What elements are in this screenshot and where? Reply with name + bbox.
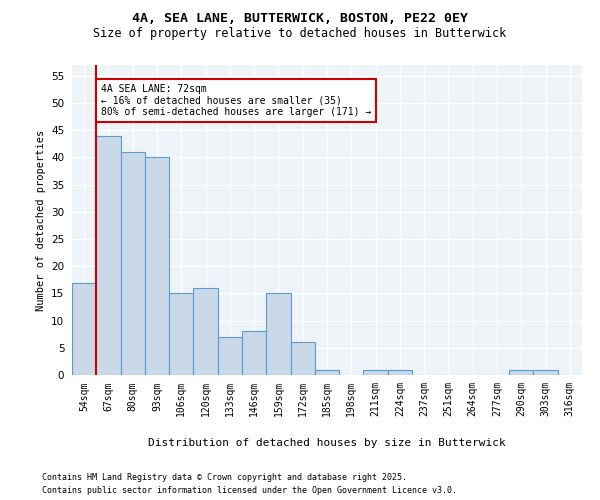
Bar bbox=[193, 288, 218, 375]
Bar bbox=[72, 282, 96, 375]
Text: Distribution of detached houses by size in Butterwick: Distribution of detached houses by size … bbox=[148, 438, 506, 448]
Bar bbox=[242, 332, 266, 375]
Text: Contains HM Land Registry data © Crown copyright and database right 2025.: Contains HM Land Registry data © Crown c… bbox=[42, 472, 407, 482]
Bar bbox=[169, 294, 193, 375]
Bar bbox=[218, 337, 242, 375]
Bar bbox=[315, 370, 339, 375]
Text: 4A SEA LANE: 72sqm
← 16% of detached houses are smaller (35)
80% of semi-detache: 4A SEA LANE: 72sqm ← 16% of detached hou… bbox=[101, 84, 371, 117]
Y-axis label: Number of detached properties: Number of detached properties bbox=[35, 130, 46, 310]
Bar bbox=[266, 294, 290, 375]
Bar bbox=[364, 370, 388, 375]
Text: Size of property relative to detached houses in Butterwick: Size of property relative to detached ho… bbox=[94, 28, 506, 40]
Bar bbox=[145, 158, 169, 375]
Bar bbox=[509, 370, 533, 375]
Text: Contains public sector information licensed under the Open Government Licence v3: Contains public sector information licen… bbox=[42, 486, 457, 495]
Text: 4A, SEA LANE, BUTTERWICK, BOSTON, PE22 0EY: 4A, SEA LANE, BUTTERWICK, BOSTON, PE22 0… bbox=[132, 12, 468, 26]
Bar bbox=[388, 370, 412, 375]
Bar bbox=[533, 370, 558, 375]
Bar bbox=[290, 342, 315, 375]
Bar bbox=[96, 136, 121, 375]
Bar bbox=[121, 152, 145, 375]
